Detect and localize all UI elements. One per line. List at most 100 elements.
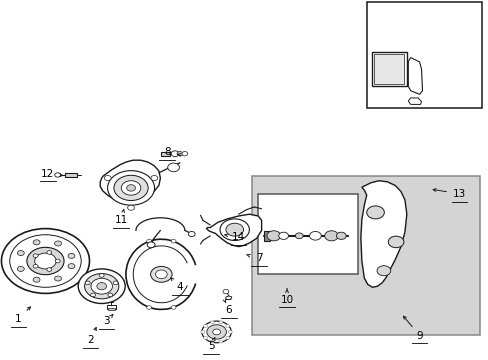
Circle shape xyxy=(33,277,40,282)
Circle shape xyxy=(225,223,243,236)
Circle shape xyxy=(99,274,104,277)
Circle shape xyxy=(121,181,141,195)
Circle shape xyxy=(210,340,214,343)
Circle shape xyxy=(33,254,38,257)
Circle shape xyxy=(171,151,179,157)
Circle shape xyxy=(203,336,207,339)
Circle shape xyxy=(171,239,176,243)
Circle shape xyxy=(78,269,125,303)
Circle shape xyxy=(387,236,403,248)
Bar xyxy=(161,152,170,156)
Circle shape xyxy=(278,232,288,239)
Bar xyxy=(251,176,479,335)
Circle shape xyxy=(295,233,303,239)
Circle shape xyxy=(18,251,24,256)
Text: 8: 8 xyxy=(163,147,170,157)
Circle shape xyxy=(47,268,52,271)
Circle shape xyxy=(150,266,172,282)
Circle shape xyxy=(91,278,112,294)
Circle shape xyxy=(107,171,154,205)
Bar xyxy=(264,231,269,241)
Text: 10: 10 xyxy=(280,294,293,305)
Text: 3: 3 xyxy=(103,316,110,326)
Text: 5: 5 xyxy=(207,341,214,351)
Circle shape xyxy=(219,321,223,324)
Polygon shape xyxy=(360,181,406,287)
Circle shape xyxy=(266,231,280,241)
Circle shape xyxy=(223,289,228,294)
Polygon shape xyxy=(100,160,160,203)
Circle shape xyxy=(68,253,75,258)
Circle shape xyxy=(376,266,390,276)
Circle shape xyxy=(47,251,52,254)
Circle shape xyxy=(33,265,38,268)
Circle shape xyxy=(219,340,223,343)
Text: 7: 7 xyxy=(255,253,262,264)
Circle shape xyxy=(225,336,229,339)
Text: 14: 14 xyxy=(231,232,245,242)
Circle shape xyxy=(220,219,249,240)
Text: 11: 11 xyxy=(114,215,128,225)
Circle shape xyxy=(182,152,187,156)
Circle shape xyxy=(104,175,111,181)
Circle shape xyxy=(206,325,226,339)
Circle shape xyxy=(203,325,207,328)
Circle shape xyxy=(97,283,106,290)
Circle shape xyxy=(336,232,346,239)
Circle shape xyxy=(188,231,195,237)
Circle shape xyxy=(146,239,151,243)
Circle shape xyxy=(167,163,179,172)
Bar xyxy=(64,173,77,177)
Bar xyxy=(107,308,115,310)
Text: 13: 13 xyxy=(452,189,466,199)
Circle shape xyxy=(90,293,95,297)
Bar xyxy=(371,52,406,86)
Polygon shape xyxy=(225,296,231,300)
Circle shape xyxy=(151,175,158,181)
Polygon shape xyxy=(206,214,261,247)
Circle shape xyxy=(127,205,134,210)
Circle shape xyxy=(27,247,64,275)
Circle shape xyxy=(202,321,231,343)
Text: 9: 9 xyxy=(415,330,422,341)
Circle shape xyxy=(1,229,89,293)
Circle shape xyxy=(35,253,56,269)
Circle shape xyxy=(177,152,183,156)
Circle shape xyxy=(210,321,214,324)
Circle shape xyxy=(225,325,229,328)
Bar xyxy=(106,305,116,309)
Circle shape xyxy=(126,185,135,191)
Circle shape xyxy=(10,235,81,287)
Circle shape xyxy=(366,206,384,219)
Circle shape xyxy=(18,266,24,271)
Circle shape xyxy=(113,281,118,285)
Circle shape xyxy=(155,270,167,279)
Circle shape xyxy=(147,242,155,248)
Polygon shape xyxy=(407,58,422,94)
Circle shape xyxy=(55,241,61,246)
Text: 1: 1 xyxy=(15,314,22,324)
Polygon shape xyxy=(407,98,421,104)
Circle shape xyxy=(309,231,321,240)
Text: 6: 6 xyxy=(225,305,232,315)
Circle shape xyxy=(324,231,338,241)
Circle shape xyxy=(55,276,61,281)
Text: 4: 4 xyxy=(176,282,183,292)
Circle shape xyxy=(171,306,176,309)
Bar xyxy=(366,2,481,108)
Bar xyxy=(257,194,357,274)
Bar xyxy=(373,54,404,84)
Circle shape xyxy=(68,264,75,269)
Circle shape xyxy=(84,274,119,299)
Circle shape xyxy=(55,259,60,263)
Text: 12: 12 xyxy=(41,168,55,179)
Text: 2: 2 xyxy=(87,335,94,345)
Circle shape xyxy=(55,173,61,177)
Circle shape xyxy=(228,330,232,333)
Circle shape xyxy=(146,306,151,309)
Circle shape xyxy=(212,329,220,335)
Circle shape xyxy=(108,293,113,297)
Circle shape xyxy=(33,240,40,245)
Circle shape xyxy=(85,281,90,285)
Circle shape xyxy=(114,175,148,201)
